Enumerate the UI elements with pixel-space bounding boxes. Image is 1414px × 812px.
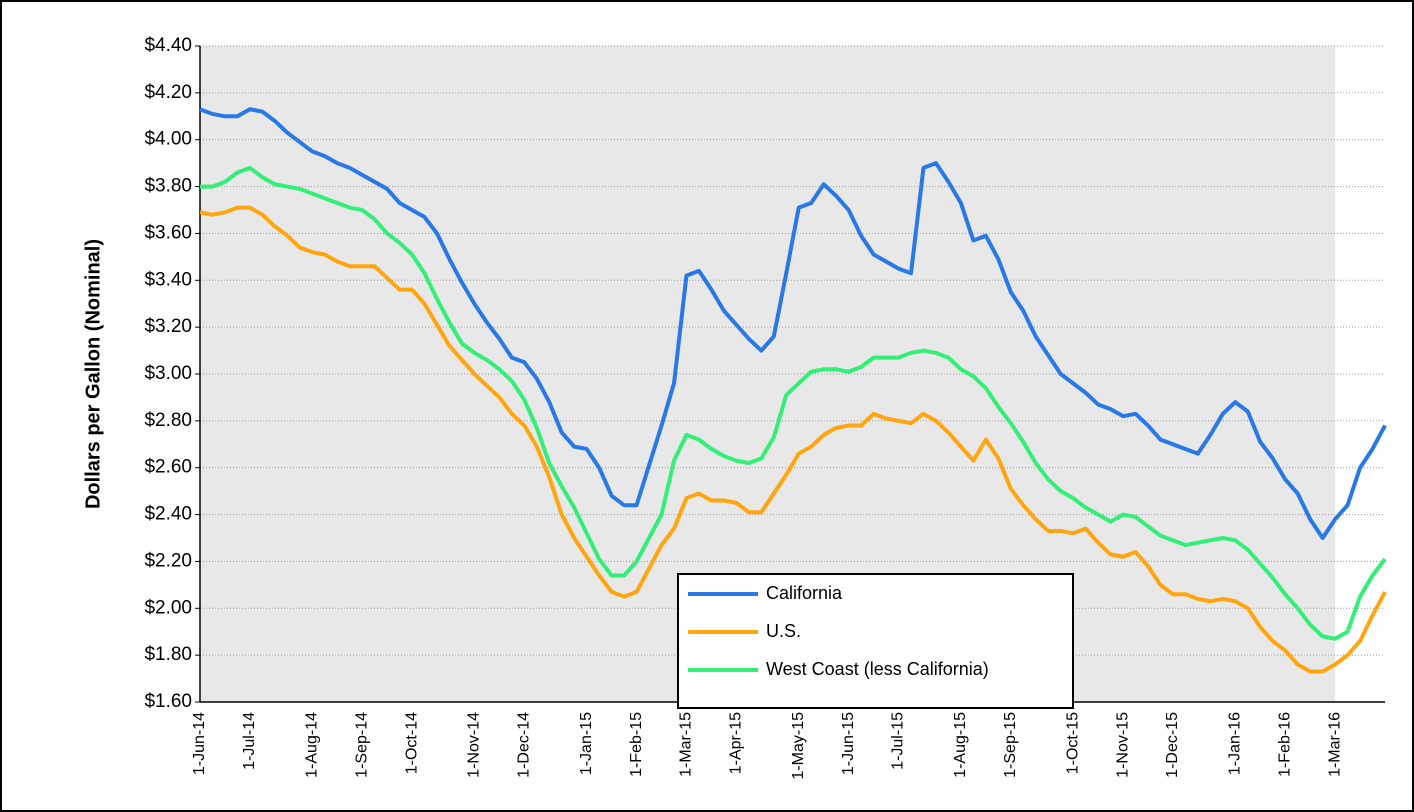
- y-tick-label: $3.20: [144, 316, 192, 337]
- x-tick-label: 1-Aug-15: [952, 712, 969, 778]
- x-tick-label: 1-Jan-16: [1227, 712, 1244, 775]
- y-tick-label: $2.20: [144, 550, 192, 571]
- x-tick-label: 1-Jul-15: [890, 712, 907, 770]
- y-tick-label: $2.40: [144, 504, 192, 525]
- series-line: [199, 107, 1387, 540]
- y-tick-label: $3.40: [144, 269, 192, 290]
- y-tick-label: $2.00: [144, 597, 192, 618]
- legend-label: West Coast (less California): [766, 659, 989, 679]
- x-tick-label: 1-Jul-14: [241, 712, 258, 770]
- x-tick-label: 1-Feb-16: [1276, 712, 1293, 777]
- x-tick-label: 1-Feb-15: [628, 712, 645, 777]
- x-tick-label: 1-Nov-15: [1114, 712, 1131, 778]
- y-tick-label: $4.20: [144, 82, 192, 103]
- x-tick-label: 1-Oct-14: [403, 712, 420, 774]
- x-tick-label: 1-Sep-15: [1002, 712, 1019, 778]
- y-tick-label: $4.00: [144, 129, 192, 150]
- x-tick-label: 1-Dec-14: [516, 712, 533, 778]
- x-tick-label: 1-Mar-16: [1326, 712, 1343, 777]
- legend-label: California: [766, 583, 843, 603]
- y-tick-label: $3.80: [144, 176, 192, 197]
- x-tick-label: 1-Jun-14: [191, 712, 208, 775]
- y-tick-label: $3.00: [144, 363, 192, 384]
- y-tick-label: $1.60: [144, 691, 192, 712]
- x-tick-label: 1-Aug-14: [303, 712, 320, 778]
- x-tick-label: 1-Oct-15: [1064, 712, 1081, 774]
- y-tick-label: $4.40: [144, 35, 192, 56]
- x-tick-label: 1-Apr-15: [728, 712, 745, 774]
- y-tick-label: $2.60: [144, 457, 192, 478]
- x-tick-label: 1-Sep-14: [353, 712, 370, 778]
- x-tick-label: 1-Mar-15: [678, 712, 695, 777]
- y-tick-label: $3.60: [144, 222, 192, 243]
- legend-label: U.S.: [766, 621, 801, 641]
- series-line: [199, 205, 1387, 674]
- x-tick-label: 1-Jun-15: [840, 712, 857, 775]
- series-line: [200, 165, 1387, 641]
- legend-box: [677, 573, 1074, 709]
- x-tick-label: 1-May-15: [790, 712, 807, 780]
- y-tick-label: $2.80: [144, 410, 192, 431]
- x-tick-label: 1-Nov-14: [466, 712, 483, 778]
- y-tick-label: $1.80: [144, 644, 192, 665]
- y-axis-title: Dollars per Gallon (Nominal): [82, 239, 104, 509]
- x-tick-label: 1-Jan-15: [578, 712, 595, 775]
- x-tick-label: 1-Dec-15: [1164, 712, 1181, 778]
